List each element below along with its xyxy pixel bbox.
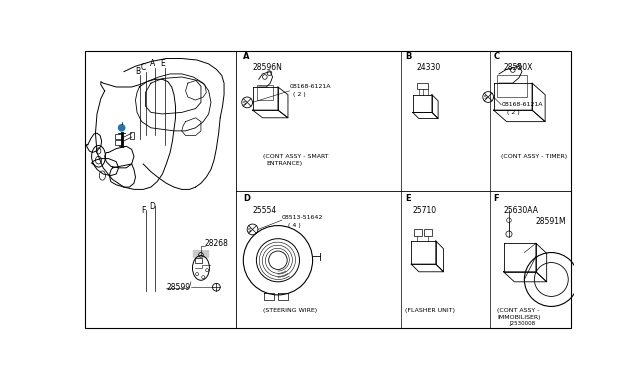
Bar <box>424 230 432 235</box>
Text: 25630AA: 25630AA <box>504 206 539 215</box>
Text: C: C <box>141 63 146 72</box>
Text: J2530008: J2530008 <box>509 321 535 326</box>
Bar <box>130 132 134 139</box>
Bar <box>417 83 428 89</box>
Circle shape <box>118 124 125 132</box>
Text: ( 2 ): ( 2 ) <box>507 110 520 115</box>
Text: (CONT ASSY - TIMER): (CONT ASSY - TIMER) <box>501 154 568 159</box>
Text: (FLASHER UNIT): (FLASHER UNIT) <box>405 308 455 313</box>
Text: 25554: 25554 <box>253 206 276 215</box>
Text: B: B <box>135 67 140 76</box>
Text: 28550X: 28550X <box>504 63 533 72</box>
Text: (STEERING WIRE): (STEERING WIRE) <box>262 308 317 313</box>
Bar <box>115 134 122 139</box>
Bar <box>195 258 202 263</box>
Text: ( 2 ): ( 2 ) <box>293 92 306 97</box>
Text: 08168-6121A: 08168-6121A <box>289 84 331 90</box>
Text: 28599: 28599 <box>166 283 191 292</box>
Text: S: S <box>483 95 487 100</box>
Text: A: A <box>150 60 155 68</box>
Text: D: D <box>150 202 156 211</box>
Bar <box>414 230 422 235</box>
Bar <box>497 76 527 97</box>
Circle shape <box>119 125 124 130</box>
Text: C: C <box>493 52 500 61</box>
Text: 25710: 25710 <box>413 206 437 215</box>
Text: S: S <box>243 101 246 106</box>
Text: ( 4 ): ( 4 ) <box>288 223 301 228</box>
Text: S: S <box>248 228 252 233</box>
Text: 08513-51642: 08513-51642 <box>282 215 323 220</box>
Text: IMMOBILISER): IMMOBILISER) <box>497 315 541 321</box>
Text: ENTRANCE): ENTRANCE) <box>266 161 303 167</box>
Bar <box>115 140 122 145</box>
Text: 28268: 28268 <box>205 239 228 248</box>
Text: F: F <box>141 206 145 215</box>
Bar <box>257 85 273 100</box>
Text: 24330: 24330 <box>417 63 441 72</box>
Text: B: B <box>405 52 412 61</box>
Text: E: E <box>405 194 411 203</box>
Text: F: F <box>493 194 499 203</box>
Text: E: E <box>160 60 165 68</box>
Text: 28596N: 28596N <box>253 63 282 72</box>
Text: D: D <box>243 194 250 203</box>
Text: A: A <box>243 52 250 61</box>
Text: (CONT ASSY - SMART: (CONT ASSY - SMART <box>262 154 328 159</box>
Text: (CONT ASSY -: (CONT ASSY - <box>497 308 540 313</box>
Text: 08168-6121A: 08168-6121A <box>502 102 543 107</box>
Text: 28591M: 28591M <box>536 217 566 226</box>
